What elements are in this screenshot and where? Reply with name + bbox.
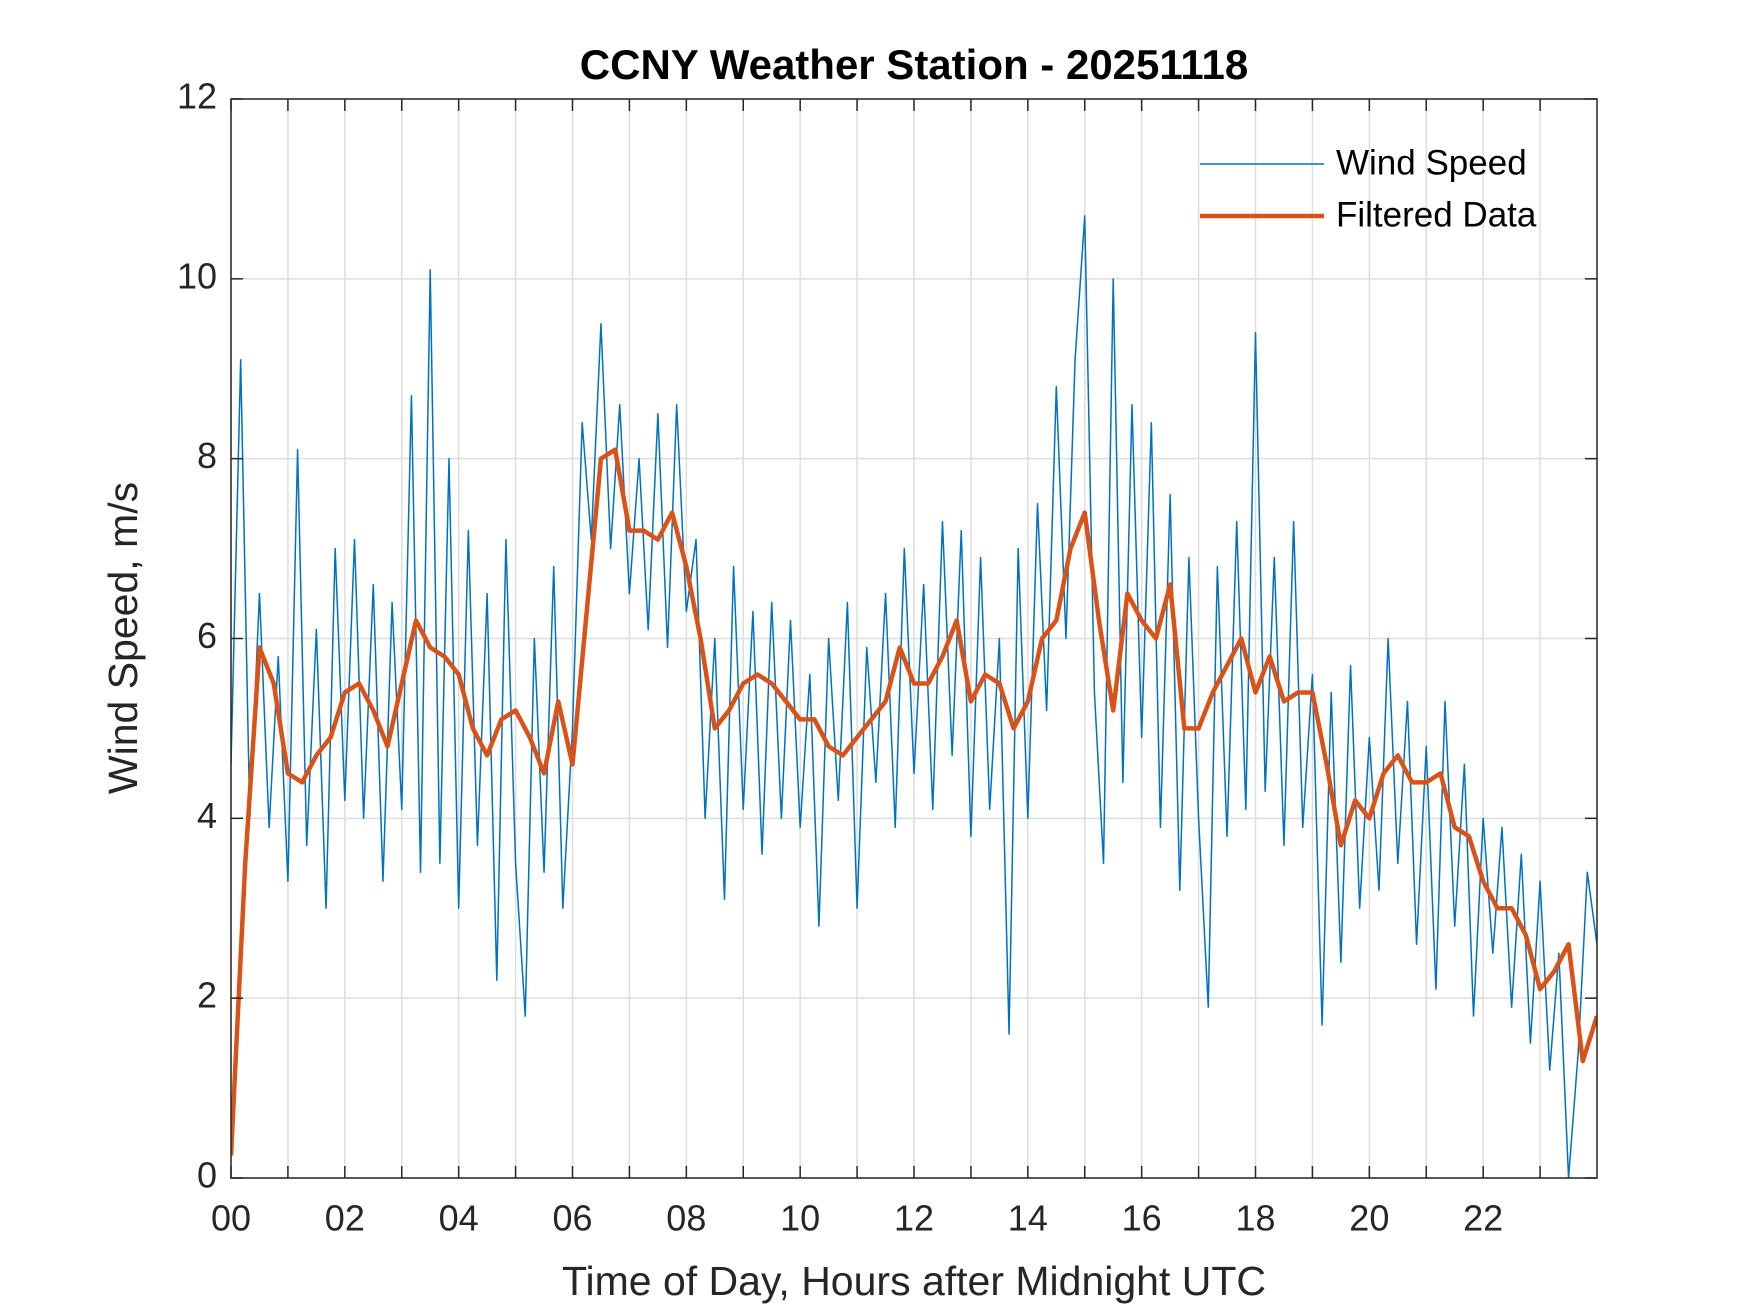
- y-axis-label: Wind Speed, m/s: [100, 482, 146, 794]
- x-tick-label: 18: [1235, 1198, 1275, 1239]
- legend-label: Filtered Data: [1336, 195, 1537, 234]
- y-tick-label: 10: [177, 255, 217, 296]
- chart-title: CCNY Weather Station - 20251118: [580, 41, 1248, 88]
- y-tick-label: 4: [197, 795, 217, 836]
- y-tick-label: 2: [197, 975, 217, 1016]
- x-tick-label: 10: [780, 1198, 820, 1239]
- x-tick-label: 00: [211, 1198, 251, 1239]
- legend-label: Wind Speed: [1336, 143, 1527, 182]
- x-tick-label: 04: [439, 1198, 479, 1239]
- x-tick-label: 12: [894, 1198, 934, 1239]
- x-tick-label: 20: [1349, 1198, 1389, 1239]
- x-tick-label: 22: [1463, 1198, 1503, 1239]
- y-tick-label: 0: [197, 1155, 217, 1196]
- data-line: [231, 215, 1597, 1178]
- x-tick-label: 02: [325, 1198, 365, 1239]
- y-tick-label: 8: [197, 435, 217, 476]
- y-tick-label: 12: [177, 76, 217, 117]
- y-tick-label: 6: [197, 615, 217, 656]
- x-tick-label: 14: [1008, 1198, 1048, 1239]
- data-line: [231, 447, 1597, 1156]
- x-tick-label: 08: [666, 1198, 706, 1239]
- x-tick-label: 06: [552, 1198, 592, 1239]
- x-tick-label: 16: [1122, 1198, 1162, 1239]
- x-axis-label: Time of Day, Hours after Midnight UTC: [562, 1258, 1266, 1304]
